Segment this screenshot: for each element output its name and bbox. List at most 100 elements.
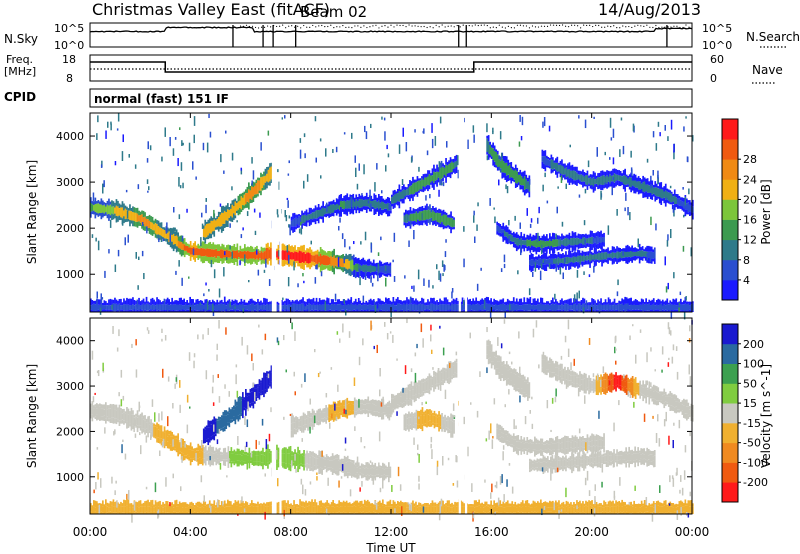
scatter-cell xyxy=(122,134,124,143)
scatter-cell xyxy=(604,182,607,185)
data-cell xyxy=(359,264,362,271)
data-cell xyxy=(440,167,443,179)
search-noise-dot xyxy=(622,25,624,27)
data-cell xyxy=(634,309,637,312)
search-noise-dot xyxy=(474,24,476,26)
data-cell xyxy=(129,210,131,221)
data-cell xyxy=(437,383,440,390)
data-cell xyxy=(385,475,387,479)
data-cell xyxy=(133,300,136,306)
data-cell xyxy=(132,220,134,227)
data-cell xyxy=(643,301,646,305)
scatter-cell xyxy=(181,235,184,242)
data-cell xyxy=(523,297,526,305)
data-cell xyxy=(401,403,404,408)
scatter-cell xyxy=(683,126,685,132)
data-cell xyxy=(406,297,408,304)
data-cell xyxy=(603,302,605,305)
data-cell xyxy=(239,207,241,215)
scatter-cell xyxy=(114,161,117,166)
data-cell xyxy=(228,209,231,218)
scatter-cell xyxy=(146,179,149,184)
data-cell xyxy=(237,201,240,210)
data-cell xyxy=(111,417,113,423)
data-cell xyxy=(318,304,321,311)
data-cell xyxy=(378,400,380,405)
scatter-cell xyxy=(302,273,304,277)
data-cell xyxy=(376,405,379,412)
data-cell xyxy=(240,400,243,413)
data-cell xyxy=(299,217,302,223)
data-cell xyxy=(183,309,185,312)
colorbar-tick-label: 28 xyxy=(743,153,757,166)
data-cell xyxy=(265,462,268,466)
data-cell xyxy=(336,458,338,471)
scatter-cell xyxy=(521,116,524,126)
data-cell xyxy=(539,265,542,268)
data-cell xyxy=(282,260,284,267)
data-cell xyxy=(433,208,436,212)
data-cell xyxy=(403,392,405,403)
data-cell xyxy=(579,170,581,175)
data-cell xyxy=(212,458,215,466)
data-cell xyxy=(216,226,219,230)
data-cell xyxy=(287,310,289,312)
search-noise-dot xyxy=(369,26,371,28)
data-cell xyxy=(204,459,207,466)
data-cell xyxy=(269,374,271,384)
data-cell xyxy=(334,470,337,475)
data-cell xyxy=(372,464,375,469)
data-cell xyxy=(521,302,524,305)
data-cell xyxy=(436,372,438,376)
data-cell xyxy=(198,255,201,259)
data-cell xyxy=(365,475,368,481)
scatter-cell xyxy=(473,134,475,143)
data-cell xyxy=(589,261,591,268)
data-cell xyxy=(96,408,98,415)
data-cell xyxy=(676,302,679,306)
data-cell xyxy=(200,459,203,464)
data-cell xyxy=(276,310,279,312)
search-noise-dot xyxy=(652,26,654,29)
data-cell xyxy=(535,305,538,310)
data-cell xyxy=(310,219,312,225)
data-cell xyxy=(383,262,386,266)
data-cell xyxy=(258,392,261,400)
scatter-cell xyxy=(678,307,680,312)
scatter-cell xyxy=(557,186,559,189)
data-cell xyxy=(330,255,332,267)
data-cell xyxy=(263,297,265,305)
data-cell xyxy=(621,303,623,312)
data-cell xyxy=(372,468,375,476)
data-cell xyxy=(598,260,600,263)
data-cell xyxy=(641,250,644,257)
scatter-cell xyxy=(206,142,209,153)
data-cell xyxy=(398,405,401,408)
data-cell xyxy=(93,303,95,311)
data-cell xyxy=(108,305,110,310)
data-cell xyxy=(517,246,520,250)
scatter-cell xyxy=(223,170,225,174)
data-cell xyxy=(503,236,506,241)
data-cell xyxy=(224,459,227,466)
data-cell xyxy=(634,247,636,252)
data-cell xyxy=(309,263,311,270)
data-cell xyxy=(322,467,325,470)
data-cell xyxy=(96,212,98,216)
data-cell xyxy=(99,406,101,418)
data-cell xyxy=(218,452,221,461)
data-cell xyxy=(267,462,269,469)
scatter-cell xyxy=(441,260,444,267)
data-cell xyxy=(321,255,323,264)
data-cell xyxy=(356,467,359,473)
scatter-cell xyxy=(121,222,124,226)
data-cell xyxy=(205,299,208,304)
data-cell xyxy=(312,310,315,312)
data-cell xyxy=(646,192,649,199)
scatter-cell xyxy=(110,123,112,131)
data-cell xyxy=(153,309,155,312)
data-cell xyxy=(565,263,567,270)
data-cell xyxy=(115,418,118,425)
search-noise-dot xyxy=(324,25,326,28)
data-cell xyxy=(135,424,137,428)
